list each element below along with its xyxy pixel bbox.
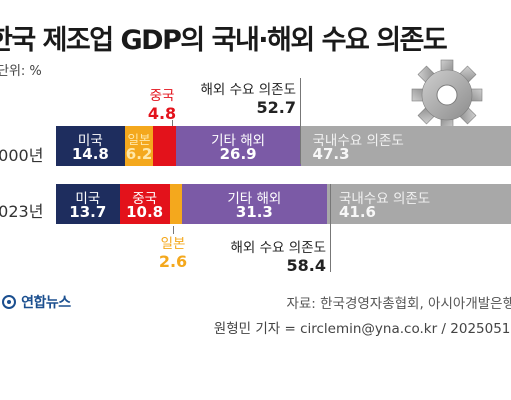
segment-label: 일본 [127, 132, 151, 147]
segment-label: 기타 해외 [227, 191, 282, 207]
bar-segment-기타-해외-2023년: 기타 해외 31.3 [181, 184, 327, 224]
china-2000-value: 4.8 [147, 104, 177, 123]
japan-2023-value: 2.6 [158, 252, 188, 271]
china-2000-callout: 중국 4.8 [140, 84, 184, 123]
overseas-callout-2000: 해외 수요 의존도 52.7 [198, 78, 296, 117]
segment-value: 13.7 [69, 203, 107, 221]
bar-segment-미국-2023년: 미국 13.7 [56, 184, 120, 224]
overseas-callout-label-2023: 해외 수요 의존도 [230, 240, 326, 256]
bar-segment-국내수요-의존도-2023년: 국내수요 의존도 41.6 [326, 184, 511, 224]
year-label-2000: 2000년 [0, 146, 44, 165]
segment-value: 41.6 [338, 203, 376, 221]
segment-label: 미국 [77, 133, 103, 149]
segment-value: 10.8 [126, 203, 164, 221]
japan-2023-callout: 일본 2.6 [150, 232, 196, 271]
overseas-callout-2023: 해외 수요 의존도 58.4 [220, 236, 326, 275]
yonhap-logo-icon [2, 295, 16, 309]
china-2000-leader [172, 120, 173, 126]
japan-2023-leader [173, 226, 174, 234]
overseas-callout-label-2000: 해외 수요 의존도 [200, 82, 296, 98]
segment-label: 미국 [75, 191, 101, 207]
overseas-divider-2023 [330, 184, 331, 272]
overseas-callout-value-2023: 58.4 [286, 256, 326, 275]
source-note: 자료: 한국경영자총협회, 아시아개발은행 [286, 296, 511, 312]
bar-segment-국내수요-의존도-2000년: 국내수요 의존도 47.3 [300, 126, 511, 166]
bar-segment-중국-2000년 [153, 126, 176, 166]
yonhap-logo: 연합뉴스 [2, 292, 71, 312]
byline: 원형민 기자 = circlemin@yna.co.kr / 20250512 [213, 321, 511, 337]
segment-label: 국내수요 의존도 [338, 191, 431, 207]
segment-value: 26.9 [219, 145, 257, 163]
segment-value: 31.3 [235, 203, 273, 221]
segment-value: 14.8 [71, 145, 109, 163]
segment-label: 중국 [132, 191, 158, 207]
japan-2023-label: 일본 [160, 236, 186, 252]
year-label-2023: 2023년 [0, 202, 44, 221]
bar-segment-중국-2023년: 중국 10.8 [119, 184, 170, 224]
segment-label: 기타 해외 [211, 133, 266, 149]
unit-label: 단위: % [0, 64, 42, 79]
bar-segment-기타-해외-2000년: 기타 해외 26.9 [175, 126, 301, 166]
segment-value: 6.2 [125, 145, 153, 163]
bar-segment-미국-2000년: 미국 14.8 [56, 126, 125, 166]
gear-icon [411, 59, 483, 131]
china-2000-label: 중국 [149, 88, 175, 104]
overseas-divider-2000 [300, 78, 301, 164]
segment-value: 47.3 [312, 145, 350, 163]
bar-segment-일본-2000년: 일본 6.2 [124, 126, 154, 166]
bar-segment-일본-2023년 [169, 184, 182, 224]
overseas-callout-value-2000: 52.7 [256, 98, 296, 117]
chart-title: 한국 제조업 GDP의 국내·해외 수요 의존도 [0, 25, 448, 56]
logo-text: 연합뉴스 [21, 295, 71, 311]
segment-label: 국내수요 의존도 [312, 133, 404, 149]
